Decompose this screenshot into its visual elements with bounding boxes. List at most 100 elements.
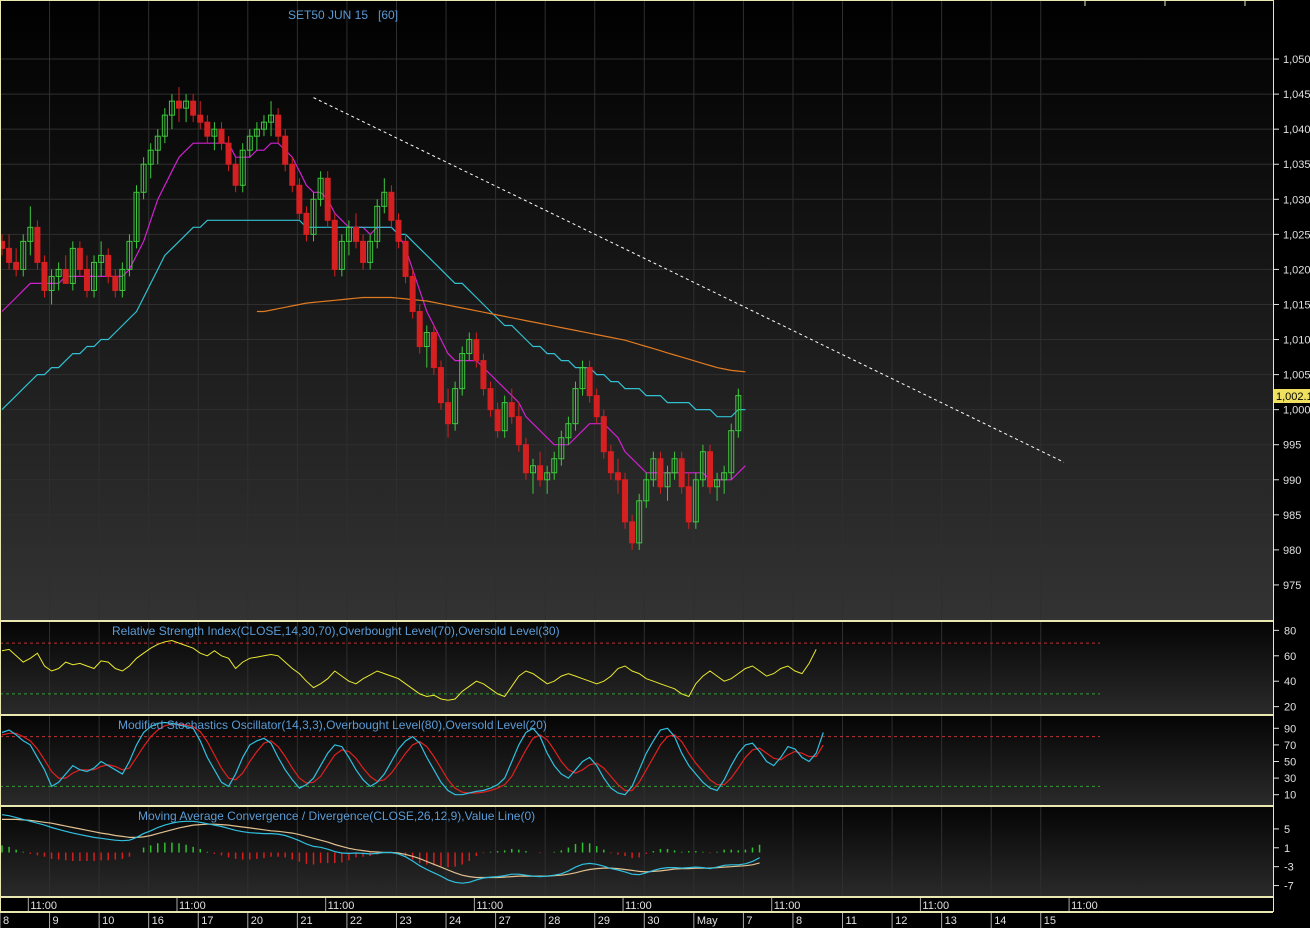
candle-body <box>91 261 98 291</box>
indicator-tick-label: 40 <box>1284 676 1296 688</box>
candlestick <box>310 192 317 242</box>
candle-body <box>154 135 161 151</box>
candlestick <box>296 178 303 221</box>
time-axis-label: 11:00 <box>328 900 355 912</box>
candlestick <box>197 101 204 130</box>
price-tick-label: 1,030 <box>1283 194 1310 206</box>
candle-body <box>530 465 536 474</box>
stochastic-panel <box>0 721 1100 796</box>
candle-body <box>62 268 69 284</box>
candle-body <box>629 521 636 544</box>
candlestick <box>154 129 161 165</box>
candlestick <box>678 451 685 494</box>
candlestick <box>537 451 544 487</box>
date-axis-label: 23 <box>399 915 411 927</box>
candle-body <box>437 367 444 404</box>
candle-body <box>197 114 204 123</box>
candlestick <box>69 241 76 291</box>
candle-body <box>459 353 466 390</box>
date-axis-label: 16 <box>152 915 164 927</box>
date-axis-label: 11 <box>846 915 857 927</box>
candlestick <box>62 255 69 284</box>
price-tick-label: 980 <box>1283 545 1301 557</box>
price-tick-label: 1,040 <box>1283 124 1310 136</box>
candlestick <box>183 94 190 123</box>
date-axis-label: 17 <box>201 915 213 927</box>
candle-body <box>664 472 671 488</box>
panel-borders <box>0 0 1274 913</box>
candlestick <box>211 122 218 151</box>
candle-body <box>494 409 501 432</box>
candlestick <box>664 465 671 501</box>
candle-body <box>176 100 182 109</box>
indicator-tick-label: 30 <box>1284 773 1296 785</box>
macd-signal-line <box>2 818 760 879</box>
candle-body <box>735 395 742 432</box>
time-axis-label: 11:00 <box>1071 900 1098 912</box>
candlestick <box>147 143 154 179</box>
indicator-tick-label: 90 <box>1284 723 1296 735</box>
candlestick <box>20 234 27 277</box>
candlestick <box>643 472 650 508</box>
candlestick <box>374 199 381 249</box>
time-axis-label: 11:00 <box>30 900 57 912</box>
candlestick <box>579 360 586 396</box>
price-panel <box>0 87 1065 550</box>
candlestick <box>544 465 551 494</box>
candle-body <box>13 261 20 270</box>
candle-body <box>487 388 494 411</box>
candlestick <box>83 255 90 298</box>
candle-body <box>331 219 338 270</box>
candlestick <box>558 430 565 466</box>
price-tick-label: 975 <box>1283 580 1301 592</box>
candlestick <box>260 115 267 137</box>
price-tick-label: 1,010 <box>1283 335 1310 347</box>
candle-body <box>27 226 34 242</box>
candle-body <box>367 240 374 263</box>
candlestick <box>324 171 331 228</box>
price-chart-title: SET50 JUN 15 [60] <box>288 8 398 22</box>
candlestick <box>13 248 20 277</box>
candlestick <box>140 157 147 200</box>
candle-body <box>34 226 41 263</box>
candle-body <box>76 247 83 270</box>
candlestick <box>622 472 629 529</box>
candle-body <box>572 388 579 425</box>
candlestick <box>735 388 742 438</box>
candlestick <box>0 234 5 256</box>
candlestick <box>636 493 643 550</box>
candle-body <box>324 177 331 221</box>
indicator-tick-label: 1 <box>1284 843 1290 855</box>
candle-body <box>105 254 112 277</box>
candlestick <box>105 248 112 284</box>
candlestick <box>480 353 487 396</box>
candlestick <box>239 143 246 193</box>
date-axis-label: 24 <box>449 915 461 927</box>
candle-body <box>353 226 359 242</box>
candlestick <box>176 87 182 123</box>
macd-title: Moving Average Convergence / Divergence(… <box>138 809 535 823</box>
indicator-tick-label: 60 <box>1284 651 1296 663</box>
candle-body <box>416 310 423 348</box>
grid-lines <box>0 1 1273 896</box>
candlestick <box>551 451 558 480</box>
candlestick <box>126 234 133 277</box>
candle-body <box>622 479 629 523</box>
candle-body <box>607 451 614 474</box>
candlestick <box>629 514 636 550</box>
candle-body <box>537 465 544 481</box>
candle-body <box>395 219 402 242</box>
candle-body <box>48 275 55 291</box>
candlestick <box>607 444 614 480</box>
candlestick <box>466 332 473 361</box>
candlestick <box>671 451 678 480</box>
candle-body <box>714 479 721 488</box>
candlestick <box>232 157 239 193</box>
last-price-marker: 1,002.1 <box>1274 389 1310 403</box>
candlestick <box>728 423 735 480</box>
candle-body <box>600 416 607 453</box>
candle-body <box>650 458 657 481</box>
candle-body <box>593 395 600 418</box>
candle-body <box>20 240 27 270</box>
